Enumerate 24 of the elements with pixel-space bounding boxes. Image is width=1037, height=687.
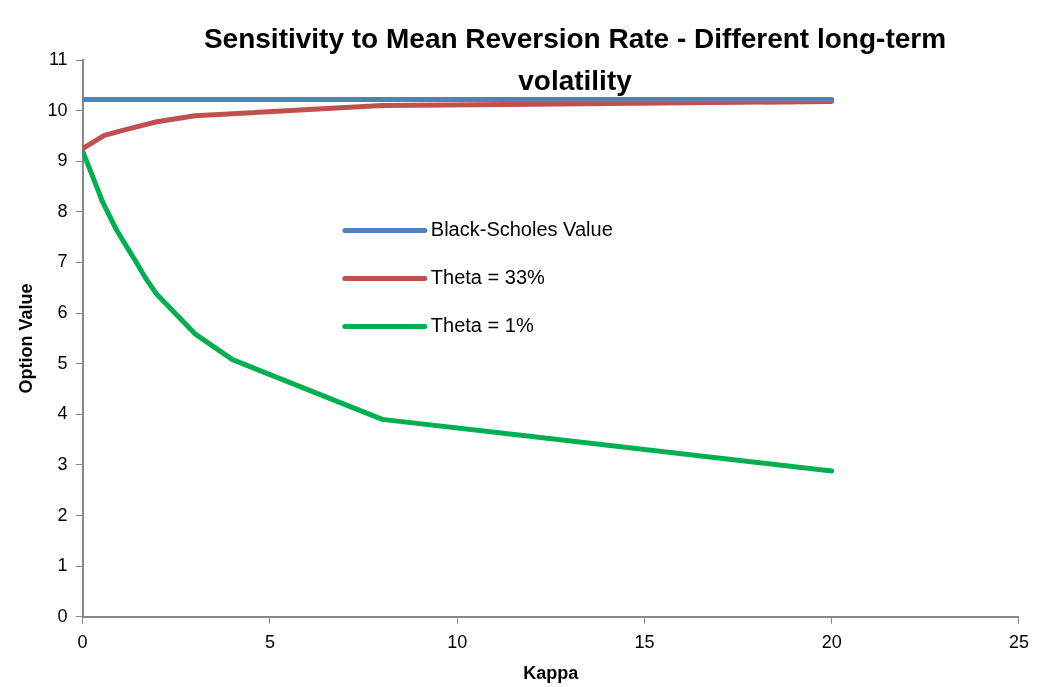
x-tick-label: 10 xyxy=(447,631,468,652)
legend-label: Black-Scholes Value xyxy=(430,217,613,240)
y-tick-label: 6 xyxy=(57,302,68,323)
x-axis-title: Kappa xyxy=(523,663,580,684)
y-tick-label: 1 xyxy=(57,555,68,576)
chart-title: Sensitivity to Mean Reversion Rate - Different long-term volatility xyxy=(203,22,947,96)
y-tick-label: 0 xyxy=(57,605,68,626)
y-tick-label: 2 xyxy=(57,504,68,525)
y-tick-label: 7 xyxy=(57,251,68,272)
y-tick-label: 11 xyxy=(48,48,68,69)
legend-label: Theta = 33% xyxy=(430,265,546,288)
x-tick-label: 5 xyxy=(264,631,275,652)
y-tick-label: 8 xyxy=(57,200,68,221)
x-tick-label: 25 xyxy=(1008,631,1029,652)
y-tick-label: 3 xyxy=(57,453,68,474)
y-tick-label: 5 xyxy=(57,352,68,373)
y-tick-label: 10 xyxy=(47,99,68,120)
legend-label: Theta = 1% xyxy=(430,313,534,336)
y-axis-title: Option Value xyxy=(15,283,36,394)
x-tick-label: 15 xyxy=(634,631,655,652)
x-tick-label: 0 xyxy=(77,631,88,652)
y-tick-label: 4 xyxy=(57,403,68,424)
x-tick-label: 20 xyxy=(821,631,842,652)
y-tick-label: 9 xyxy=(57,150,68,171)
